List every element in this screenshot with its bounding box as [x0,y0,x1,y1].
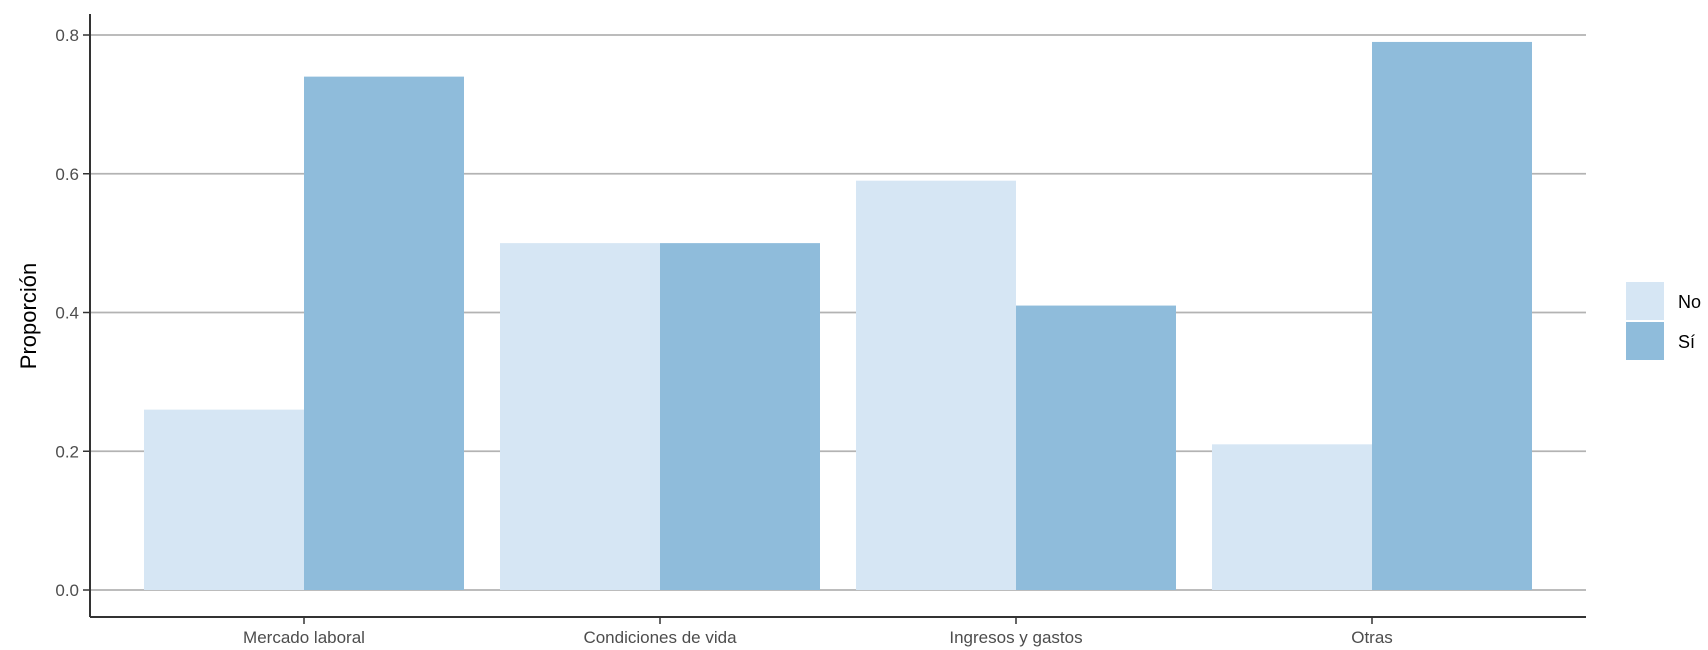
x-tick-label: Condiciones de vida [583,628,737,647]
legend-label-1: Sí [1678,332,1695,352]
x-tick-label: Ingresos y gastos [949,628,1082,647]
x-tick-label: Otras [1351,628,1393,647]
axes [89,14,1586,618]
y-tick-label: 0.6 [55,165,79,184]
bars [144,41,1532,590]
y-tick-label: 0.0 [55,581,79,600]
bar-sí-3 [1372,41,1532,590]
y-axis-title: Proporción [16,263,41,369]
bar-sí-1 [660,243,820,590]
bar-sí-0 [304,76,464,590]
y-tick-label: 0.8 [55,26,79,45]
bar-sí-2 [1016,305,1176,590]
x-axis-ticks: Mercado laboral Condiciones de vida Ingres… [243,617,1393,647]
y-axis-ticks: 0.0 0.2 0.4 0.6 0.8 [55,26,90,600]
y-tick-label: 0.2 [55,442,79,461]
y-tick-label: 0.4 [55,304,79,323]
bar-no-1 [500,243,660,590]
bar-no-2 [856,180,1016,590]
x-tick-label: Mercado laboral [243,628,365,647]
legend-key-0 [1626,282,1664,320]
legend: No Sí [1626,282,1701,360]
bar-no-3 [1212,444,1372,590]
legend-key-1 [1626,322,1664,360]
legend-label-0: No [1678,292,1701,312]
bar-no-0 [144,409,304,590]
